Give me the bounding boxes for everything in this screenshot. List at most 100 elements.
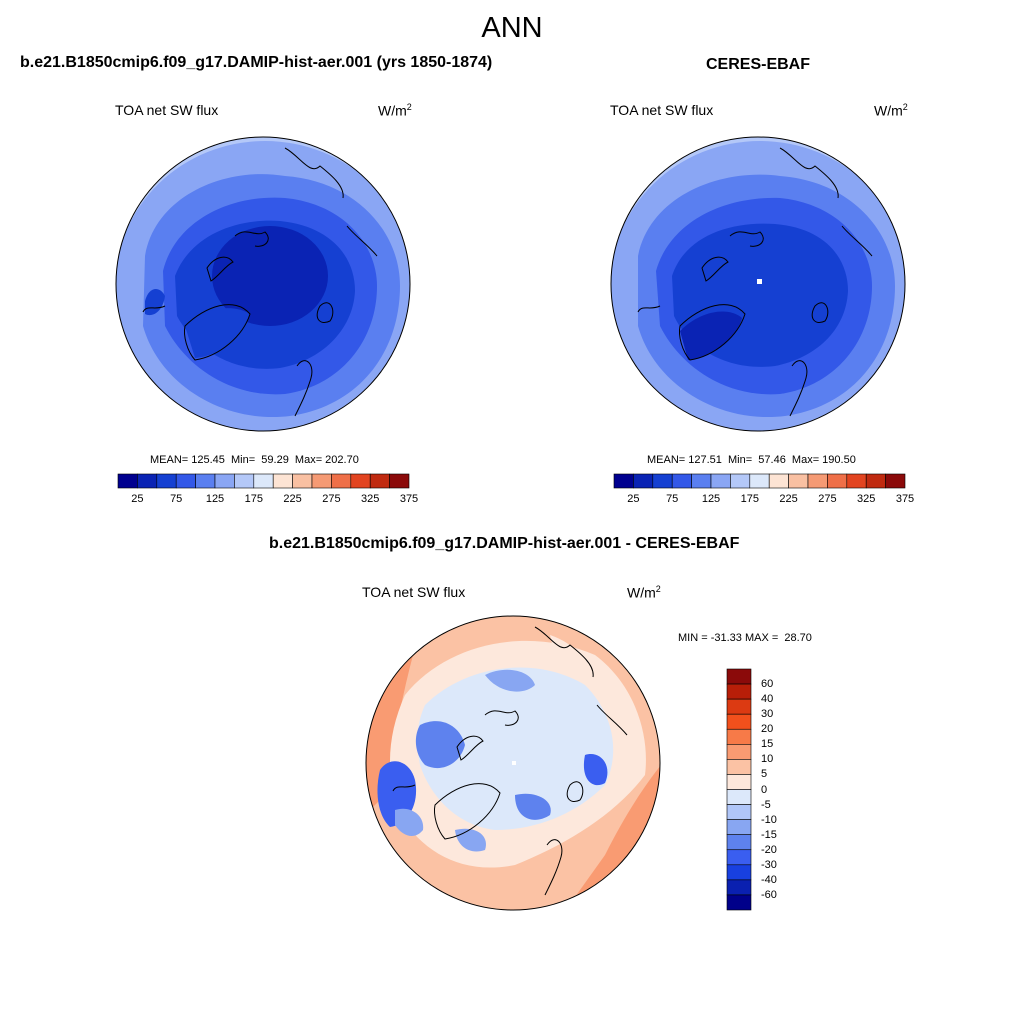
- colorbar-tick-label: 40: [761, 693, 774, 706]
- colorbar-tick-label: -30: [761, 858, 777, 871]
- colorbar-tick-label: 30: [761, 708, 774, 721]
- panel-1-coastlines: [142, 147, 378, 417]
- panel-1-variable: TOA net SW flux: [115, 102, 219, 118]
- colorbar-swatch: [726, 834, 752, 851]
- panel-3-colorbar-labels: 60 40 30 20 15 10 5 0 -5 -10 -15 -20 -30 -40 -60: [755, 669, 795, 910]
- panel-1-units: W/m2: [378, 102, 412, 119]
- colorbar-tick-label: 225: [779, 493, 798, 505]
- panel-3-units: W/m2: [627, 584, 661, 601]
- panel-3-colorbar: [726, 668, 752, 911]
- colorbar-swatch: [768, 473, 789, 489]
- colorbar-tick-label: 15: [761, 738, 774, 751]
- panel-3-variable: TOA net SW flux: [362, 584, 466, 600]
- colorbar-tick-label: 275: [322, 493, 341, 505]
- panel-3-stats: MIN = -31.33 MAX = 28.70: [678, 632, 812, 644]
- panel-2-polar-map: [610, 136, 906, 432]
- colorbar-swatch: [726, 698, 752, 715]
- colorbar-swatch: [671, 473, 692, 489]
- colorbar-swatch: [253, 473, 274, 489]
- colorbar-swatch: [726, 789, 752, 805]
- colorbar-swatch: [726, 864, 752, 881]
- colorbar-swatch: [827, 473, 848, 489]
- colorbar-swatch: [369, 473, 390, 489]
- panel-1-stats: MEAN= 125.45 Min= 59.29 Max= 202.70: [150, 454, 359, 466]
- panel-2-colorbar-labels: 25 75 125 175 225 275 325 375: [614, 493, 914, 507]
- colorbar-swatch: [726, 879, 752, 896]
- colorbar-tick-label: -5: [761, 798, 771, 811]
- colorbar-swatch: [726, 849, 752, 866]
- colorbar-swatch: [195, 473, 216, 489]
- colorbar-swatch: [730, 473, 751, 489]
- figure-title: ANN: [481, 12, 543, 44]
- colorbar-swatch: [350, 473, 371, 489]
- colorbar-tick-label: 0: [761, 783, 768, 796]
- colorbar-swatch: [726, 804, 752, 820]
- colorbar-swatch: [726, 774, 752, 790]
- colorbar-tick-label: -20: [761, 843, 777, 856]
- panel-1-title: b.e21.B1850cmip6.f09_g17.DAMIP-hist-aer.…: [20, 54, 493, 71]
- colorbar-swatch: [846, 473, 867, 489]
- colorbar-swatch: [272, 473, 293, 489]
- colorbar-swatch: [331, 473, 352, 489]
- panel-1-colorbar-labels: 25 75 125 175 225 275 325 375: [118, 493, 418, 507]
- panel-2-variable: TOA net SW flux: [610, 102, 714, 118]
- colorbar-swatch: [788, 473, 809, 489]
- colorbar-swatch: [613, 473, 634, 489]
- colorbar-tick-label: 325: [361, 493, 380, 505]
- panel-3-map-border: [365, 615, 661, 911]
- panel-3-title: b.e21.B1850cmip6.f09_g17.DAMIP-hist-aer.…: [269, 535, 740, 552]
- colorbar-tick-label: 75: [170, 493, 183, 505]
- colorbar-tick-label: 10: [761, 753, 774, 766]
- panel-2-field: [611, 137, 905, 431]
- colorbar-tick-label: 125: [205, 493, 225, 505]
- panel-3-field: [366, 616, 660, 910]
- colorbar-tick-label: 175: [740, 493, 759, 505]
- colorbar-swatch: [726, 819, 752, 835]
- colorbar-swatch: [749, 473, 770, 489]
- colorbar-swatch: [726, 668, 752, 685]
- colorbar-tick-label: 25: [131, 493, 144, 505]
- panel-2-units: W/m2: [874, 102, 908, 119]
- colorbar-swatch: [865, 473, 886, 489]
- panel-2-map-border: [610, 136, 906, 432]
- colorbar-tick-label: 175: [244, 493, 263, 505]
- colorbar-tick-label: 325: [857, 493, 876, 505]
- colorbar-swatch: [156, 473, 177, 489]
- colorbar-swatch: [234, 473, 255, 489]
- panel-1-field: [116, 137, 410, 431]
- colorbar-swatch: [691, 473, 712, 489]
- colorbar-tick-label: -60: [761, 888, 777, 901]
- colorbar-tick-label: 25: [627, 493, 640, 505]
- colorbar-swatch: [175, 473, 196, 489]
- colorbar-swatch: [726, 744, 752, 760]
- colorbar-swatch: [389, 473, 410, 489]
- colorbar-swatch: [726, 713, 752, 730]
- colorbar-swatch: [726, 759, 752, 775]
- panel-1-colorbar: [117, 473, 410, 489]
- colorbar-swatch: [292, 473, 313, 489]
- colorbar-tick-label: 5: [761, 768, 768, 781]
- panel-2-title: CERES-EBAF: [706, 56, 811, 73]
- colorbar-swatch: [710, 473, 731, 489]
- colorbar-swatch: [137, 473, 158, 489]
- colorbar-swatch: [214, 473, 235, 489]
- colorbar-swatch: [885, 473, 906, 489]
- colorbar-tick-label: 125: [701, 493, 721, 505]
- panel-2-colorbar: [613, 473, 906, 489]
- colorbar-swatch: [726, 683, 752, 700]
- panel-1-polar-map: [115, 136, 411, 432]
- colorbar-tick-label: -10: [761, 813, 777, 826]
- colorbar-swatch: [807, 473, 828, 489]
- panel-1-map-border: [115, 136, 411, 432]
- colorbar-swatch: [726, 894, 752, 911]
- panel-2-coastlines: [637, 147, 873, 417]
- colorbar-swatch: [726, 728, 752, 745]
- colorbar-swatch: [311, 473, 332, 489]
- colorbar-tick-label: 75: [666, 493, 679, 505]
- panel-3-polar-map: [365, 615, 661, 911]
- colorbar-tick-label: -40: [761, 873, 777, 886]
- panel-3-coastlines: [392, 626, 628, 896]
- colorbar-tick-label: 375: [895, 493, 915, 505]
- colorbar-tick-label: 225: [283, 493, 302, 505]
- panel-2-stats: MEAN= 127.51 Min= 57.46 Max= 190.50: [647, 454, 856, 466]
